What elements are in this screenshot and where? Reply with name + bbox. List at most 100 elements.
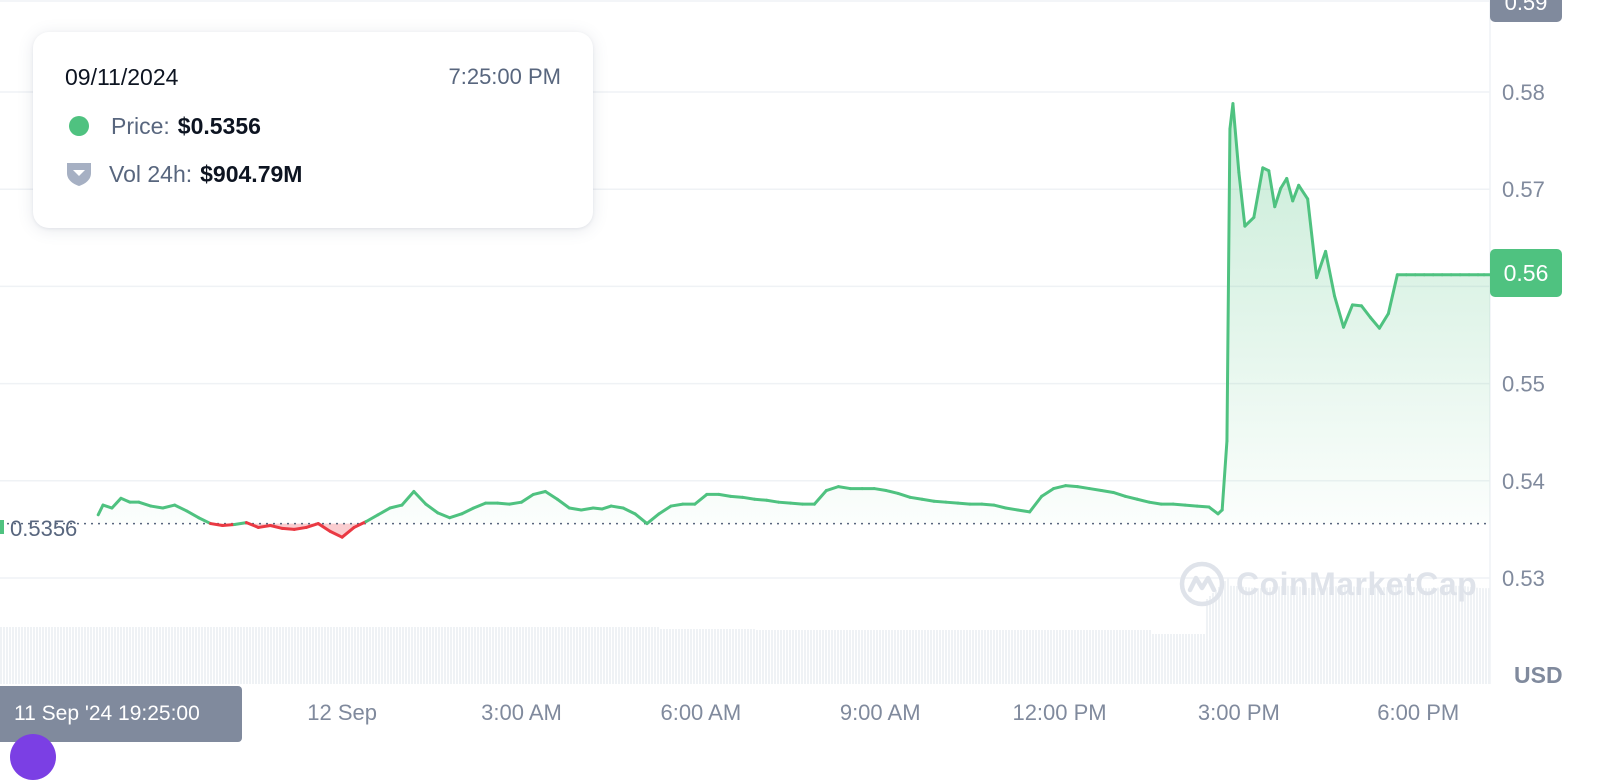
volume-bar <box>135 627 137 684</box>
volume-bar <box>1347 585 1349 684</box>
volume-bar <box>78 627 80 684</box>
price-line-segment <box>1350 303 1363 308</box>
purple-badge-icon[interactable] <box>10 734 56 780</box>
price-line-segment <box>980 502 996 507</box>
volume-bar <box>1188 634 1190 684</box>
volume-bar <box>738 629 740 684</box>
volume-bar <box>405 627 407 684</box>
volume-bar <box>900 630 902 684</box>
volume-bar <box>51 627 53 684</box>
volume-bar <box>1437 587 1439 684</box>
volume-bar <box>1203 634 1205 684</box>
price-chart[interactable]: 0.53 0.54 0.55 0.56 0.57 0.58 12 Sep 3:00 AM 6:… <box>0 0 1624 746</box>
volume-bar <box>168 627 170 684</box>
volume-bars <box>0 578 1490 684</box>
volume-bar <box>441 627 443 684</box>
volume-bar <box>1071 630 1073 684</box>
price-line-segment <box>233 521 248 527</box>
volume-bar <box>1434 587 1436 684</box>
volume-bar <box>1299 586 1301 684</box>
price-line-segment <box>591 506 604 511</box>
volume-bar <box>174 627 176 684</box>
volume-bar <box>885 630 887 684</box>
price-line-segment <box>1004 506 1020 512</box>
volume-bar <box>711 629 713 684</box>
y-tick-label: 0.53 <box>1502 566 1545 591</box>
price-line-segment <box>244 521 260 529</box>
volume-bar <box>1281 586 1283 684</box>
volume-bar <box>795 630 797 684</box>
cursor-date-label: 11 Sep '24 19:25:00 <box>0 686 242 742</box>
volume-bar <box>780 630 782 684</box>
volume-bar <box>858 630 860 684</box>
volume-bar <box>282 627 284 684</box>
volume-bar <box>462 627 464 684</box>
volume-bar <box>1020 630 1022 684</box>
volume-bar <box>312 627 314 684</box>
volume-bar <box>999 630 1001 684</box>
price-line-segment <box>621 506 637 516</box>
price-dot-icon <box>69 116 89 136</box>
price-line-segment <box>316 522 332 533</box>
volume-bar <box>1155 634 1157 684</box>
volume-bar <box>1206 599 1208 684</box>
price-line-segment <box>1252 166 1265 219</box>
price-line-segment <box>1267 169 1277 209</box>
volume-bar <box>165 627 167 684</box>
volume-bar <box>1476 587 1478 684</box>
volume-bar <box>774 630 776 684</box>
volume-bar <box>1134 630 1136 684</box>
volume-bar <box>1083 630 1085 684</box>
volume-bar <box>27 627 29 684</box>
price-line-segment <box>633 512 649 526</box>
volume-bar <box>981 630 983 684</box>
volume-bar <box>1113 630 1115 684</box>
volume-bar <box>297 627 299 684</box>
volume-bar <box>195 627 197 684</box>
volume-bar <box>606 627 608 684</box>
x-axis: 12 Sep 3:00 AM 6:00 AM 9:00 AM 12:00 PM 3:00 … <box>307 700 1459 725</box>
price-line-segment <box>645 512 661 526</box>
volume-bar <box>1380 587 1382 684</box>
volume-bar <box>1098 630 1100 684</box>
volume-bar <box>1407 586 1409 684</box>
volume-bar <box>1194 634 1196 684</box>
volume-bar <box>750 629 752 684</box>
volume-bar <box>819 630 821 684</box>
volume-bar <box>1455 585 1457 684</box>
volume-bar <box>354 627 356 684</box>
volume-bar <box>1017 630 1019 684</box>
volume-bar <box>948 630 950 684</box>
y-tick-label: 0.54 <box>1502 469 1545 494</box>
price-line-segment <box>436 511 452 520</box>
volume-bar <box>1110 630 1112 684</box>
volume-bar <box>603 627 605 684</box>
volume-bar <box>822 630 824 684</box>
volume-bar <box>57 627 59 684</box>
volume-bar <box>852 630 854 684</box>
price-line-segment <box>149 504 165 510</box>
volume-bar <box>1197 634 1199 684</box>
volume-bar <box>993 630 995 684</box>
volume-bar <box>528 627 530 684</box>
price-line-segment <box>1333 294 1346 329</box>
volume-bar <box>1131 630 1133 684</box>
price-line-segment <box>1111 490 1127 498</box>
volume-bar <box>156 627 158 684</box>
volume-bar <box>690 629 692 684</box>
volume-bar <box>129 627 131 684</box>
volume-bar <box>474 627 476 684</box>
volume-bar <box>18 627 20 684</box>
volume-bar <box>867 630 869 684</box>
volume-bar <box>357 627 359 684</box>
volume-bar <box>921 630 923 684</box>
x-tick-label: 6:00 PM <box>1377 700 1459 725</box>
volume-bar <box>762 630 764 684</box>
volume-bar <box>789 630 791 684</box>
price-line-segment <box>1040 487 1056 498</box>
volume-bar <box>519 627 521 684</box>
y-tick-label: 0.57 <box>1502 177 1545 202</box>
volume-bar <box>903 630 905 684</box>
price-line-segment <box>388 503 404 510</box>
volume-bar <box>12 627 14 684</box>
